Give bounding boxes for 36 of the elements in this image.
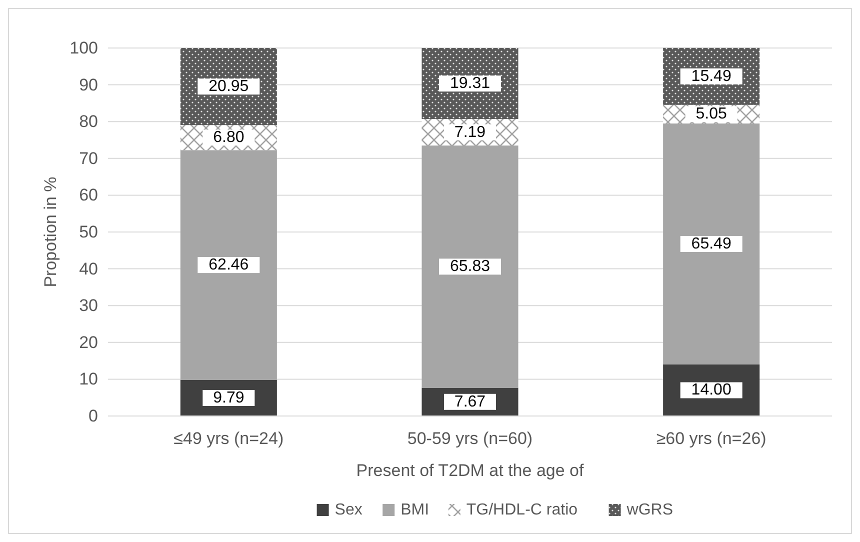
y-tick-label: 40 [79, 259, 98, 278]
y-tick-label: 70 [79, 148, 98, 168]
legend-label: Sex [334, 502, 362, 518]
data-label: 7.67 [454, 393, 486, 410]
bar [422, 146, 518, 388]
legend-label: BMI [400, 502, 430, 518]
data-label: 20.95 [208, 78, 249, 96]
y-tick-label: 80 [79, 112, 98, 132]
y-tick-label: 20 [79, 332, 98, 352]
y-tick-label: 30 [79, 296, 98, 316]
x-axis-title: Present of T2DM at the age of [356, 461, 584, 480]
y-tick-label: 10 [79, 370, 98, 389]
data-label: 65.83 [450, 258, 490, 276]
data-label: 15.49 [691, 68, 732, 85]
y-tick-label: 0 [88, 406, 98, 426]
y-tick-label: 90 [79, 75, 98, 94]
data-label: 14.00 [691, 382, 732, 399]
data-label: 62.46 [208, 256, 249, 274]
bar [422, 48, 518, 120]
data-label: 65.49 [691, 235, 732, 252]
data-label: 19.31 [450, 75, 490, 92]
legend-label: TG/HDL-C ratio [466, 502, 578, 518]
y-tick-label: 60 [79, 186, 98, 205]
data-label: 6.80 [213, 129, 244, 146]
x-tick-label: 50-59 yrs (n=60) [407, 429, 533, 448]
y-tick-label: 50 [79, 222, 98, 242]
y-axis-title: Propotion in % [41, 176, 60, 288]
x-tick-label: ≤49 yrs (n=24) [174, 429, 284, 448]
x-tick-label: ≥60 yrs (n=26) [656, 429, 766, 448]
bar [180, 48, 277, 126]
data-label: 5.05 [696, 106, 728, 123]
data-label: 9.79 [213, 389, 244, 406]
data-label: 7.19 [454, 124, 486, 141]
legend-label: wGRS [626, 502, 674, 518]
y-tick-label: 100 [70, 38, 98, 58]
bar [180, 150, 277, 380]
